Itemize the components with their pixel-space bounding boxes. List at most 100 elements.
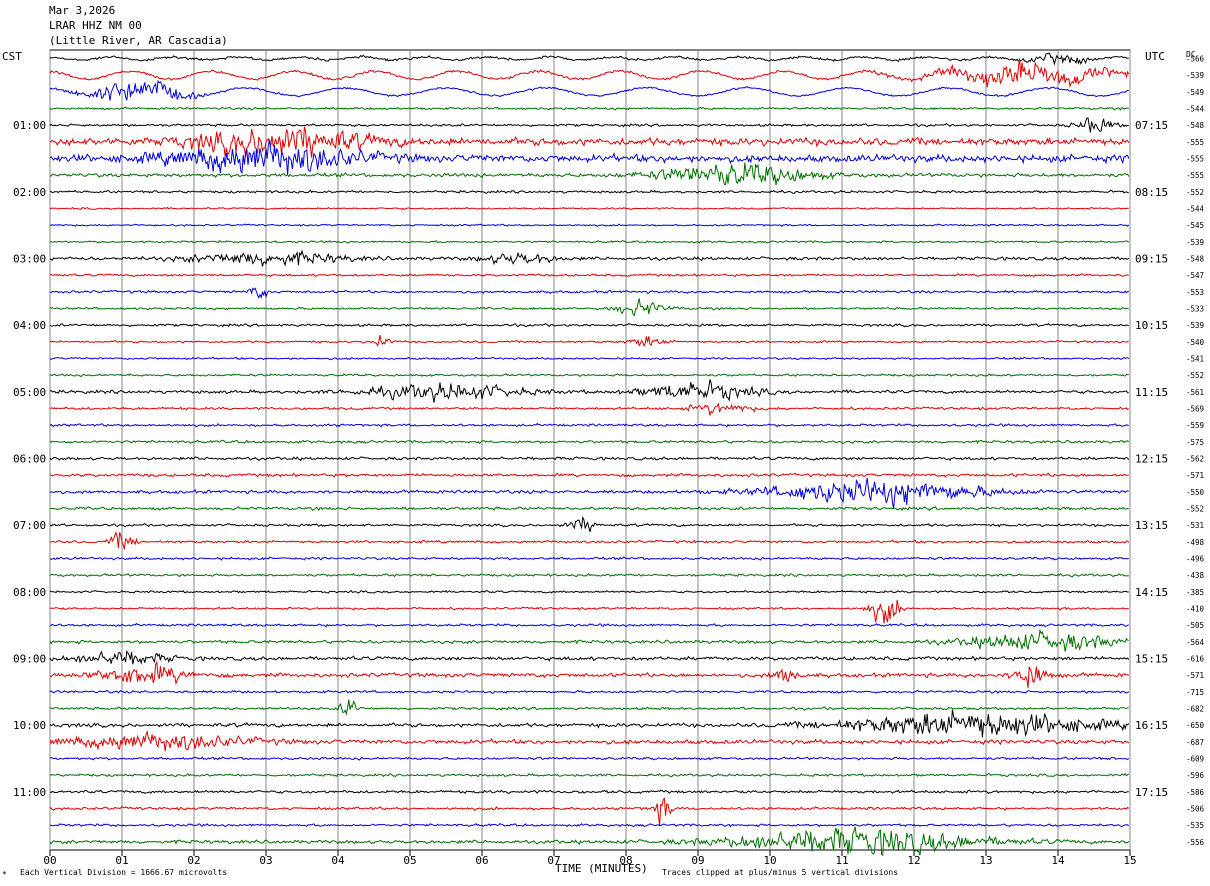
trace-line xyxy=(49,622,1129,628)
utc-hour-label: 17:15 xyxy=(1135,786,1168,799)
utc-hour-label: 14:15 xyxy=(1135,586,1168,599)
trace-line xyxy=(49,589,1129,594)
trace-line xyxy=(49,822,1130,828)
dc-offset-label: -535 xyxy=(1186,821,1204,830)
dc-offset-label: -556 xyxy=(1186,838,1205,847)
utc-hour-label: 09:15 xyxy=(1135,253,1168,266)
trace-line xyxy=(49,249,1130,267)
cst-hour-label: 05:00 xyxy=(13,386,46,399)
dc-offset-label: -561 xyxy=(1186,388,1204,397)
trace-line xyxy=(49,356,1130,361)
dc-offset-label: -555 xyxy=(1186,155,1204,164)
utc-hour-label: 08:15 xyxy=(1135,186,1168,199)
x-tick-label: 03 xyxy=(259,854,272,867)
x-tick-label: 12 xyxy=(907,854,920,867)
dc-offset-label: -539 xyxy=(1186,71,1204,80)
dc-offset-label: -539 xyxy=(1186,321,1204,330)
trace-line xyxy=(49,287,1129,299)
trace-line xyxy=(49,472,1129,478)
x-tick-label: 04 xyxy=(331,854,345,867)
cst-hour-label: 07:00 xyxy=(13,519,46,532)
utc-hour-label: 07:15 xyxy=(1135,119,1168,132)
dc-offset-label: -562 xyxy=(1186,455,1204,464)
trace-line xyxy=(49,402,1130,417)
x-tick-label: 00 xyxy=(43,854,56,867)
dc-offset-label: -552 xyxy=(1186,188,1204,197)
trace-line xyxy=(49,477,1129,509)
trace-line xyxy=(49,689,1130,695)
dc-offset-label: -547 xyxy=(1186,271,1204,280)
x-tick-label: 09 xyxy=(691,854,704,867)
cst-label: CST xyxy=(2,50,22,63)
trace-line xyxy=(49,628,1129,652)
trace-line xyxy=(49,126,1130,158)
dc-offset-label: -682 xyxy=(1186,705,1204,714)
dc-offset-label: -533 xyxy=(1186,305,1204,314)
dc-offset-label: -609 xyxy=(1186,755,1204,764)
trace-line xyxy=(49,189,1129,195)
header-location: (Little River, AR Cascadia) xyxy=(49,34,228,47)
dc-offset-label: -531 xyxy=(1186,521,1204,530)
dc-offset-label: -550 xyxy=(1186,488,1205,497)
dc-offset-label: -552 xyxy=(1186,505,1204,514)
dc-offset-label: -555 xyxy=(1186,138,1204,147)
trace-line xyxy=(49,789,1129,795)
cst-hour-label: 11:00 xyxy=(13,786,46,799)
dc-offset-label: -541 xyxy=(1186,355,1204,364)
dc-offset-label: -616 xyxy=(1186,655,1205,664)
dc-offset-label: -569 xyxy=(1186,405,1204,414)
x-tick-label: 07 xyxy=(547,854,560,867)
trace-line xyxy=(49,373,1129,378)
trace-line xyxy=(49,730,1130,752)
trace-line xyxy=(49,240,1130,244)
trace-line xyxy=(49,379,1129,403)
utc-hour-label: 16:15 xyxy=(1135,719,1168,732)
dc-offset-label: -548 xyxy=(1186,255,1205,264)
dc-offset-label: -564 xyxy=(1186,638,1205,647)
trace-line xyxy=(49,162,1130,186)
dc-offset-label: -586 xyxy=(1186,788,1205,797)
trace-line xyxy=(49,422,1129,428)
trace-line xyxy=(49,506,1129,512)
dc-offset-label: -575 xyxy=(1186,438,1204,447)
x-tick-label: 08 xyxy=(619,854,632,867)
trace-line xyxy=(49,439,1130,445)
dc-offset-label: -552 xyxy=(1186,371,1204,380)
cst-hour-label: 03:00 xyxy=(13,253,46,266)
dc-offset-label: -553 xyxy=(1186,288,1204,297)
dc-offset-label: -545 xyxy=(1186,221,1204,230)
cst-hour-label: 08:00 xyxy=(13,586,46,599)
trace-line xyxy=(50,599,1129,624)
cst-hour-label: 06:00 xyxy=(13,453,46,466)
trace-line xyxy=(49,797,1130,826)
dc-offset-label: -410 xyxy=(1186,605,1205,614)
dc-offset-label: -539 xyxy=(1186,238,1204,247)
header-station: LRAR HHZ NM 00 xyxy=(49,19,142,32)
trace-line xyxy=(49,335,1129,348)
x-tick-label: 15 xyxy=(1123,854,1136,867)
trace-line xyxy=(49,106,1129,111)
trace-line xyxy=(49,298,1129,317)
dc-offset-label: -687 xyxy=(1186,738,1204,747)
dc-offset-label: -555 xyxy=(1186,171,1204,180)
x-tick-label: 11 xyxy=(835,854,848,867)
dc-offset-label: -544 xyxy=(1186,205,1205,214)
cst-hour-label: 01:00 xyxy=(13,119,46,132)
trace-line xyxy=(49,556,1130,561)
dc-offset-label: -496 xyxy=(1186,555,1205,564)
x-tick-label: 06 xyxy=(475,854,488,867)
trace-line xyxy=(49,756,1130,761)
trace-line xyxy=(49,456,1130,462)
trace-line xyxy=(50,223,1130,227)
dc-offset-label: -596 xyxy=(1186,771,1205,780)
cst-hour-label: 04:00 xyxy=(13,319,46,332)
header-date: Mar 3,2026 xyxy=(49,4,116,17)
dc-offset-label: -438 xyxy=(1186,571,1205,580)
trace-line xyxy=(49,709,1130,738)
scale-note: Each Vertical Division = 1666.67 microvo… xyxy=(20,868,228,877)
dc-offset-label: -549 xyxy=(1186,88,1204,97)
corner-mark: * xyxy=(2,870,7,879)
trace-line xyxy=(49,139,1130,176)
trace-line xyxy=(49,273,1130,278)
trace-line xyxy=(49,52,1129,66)
